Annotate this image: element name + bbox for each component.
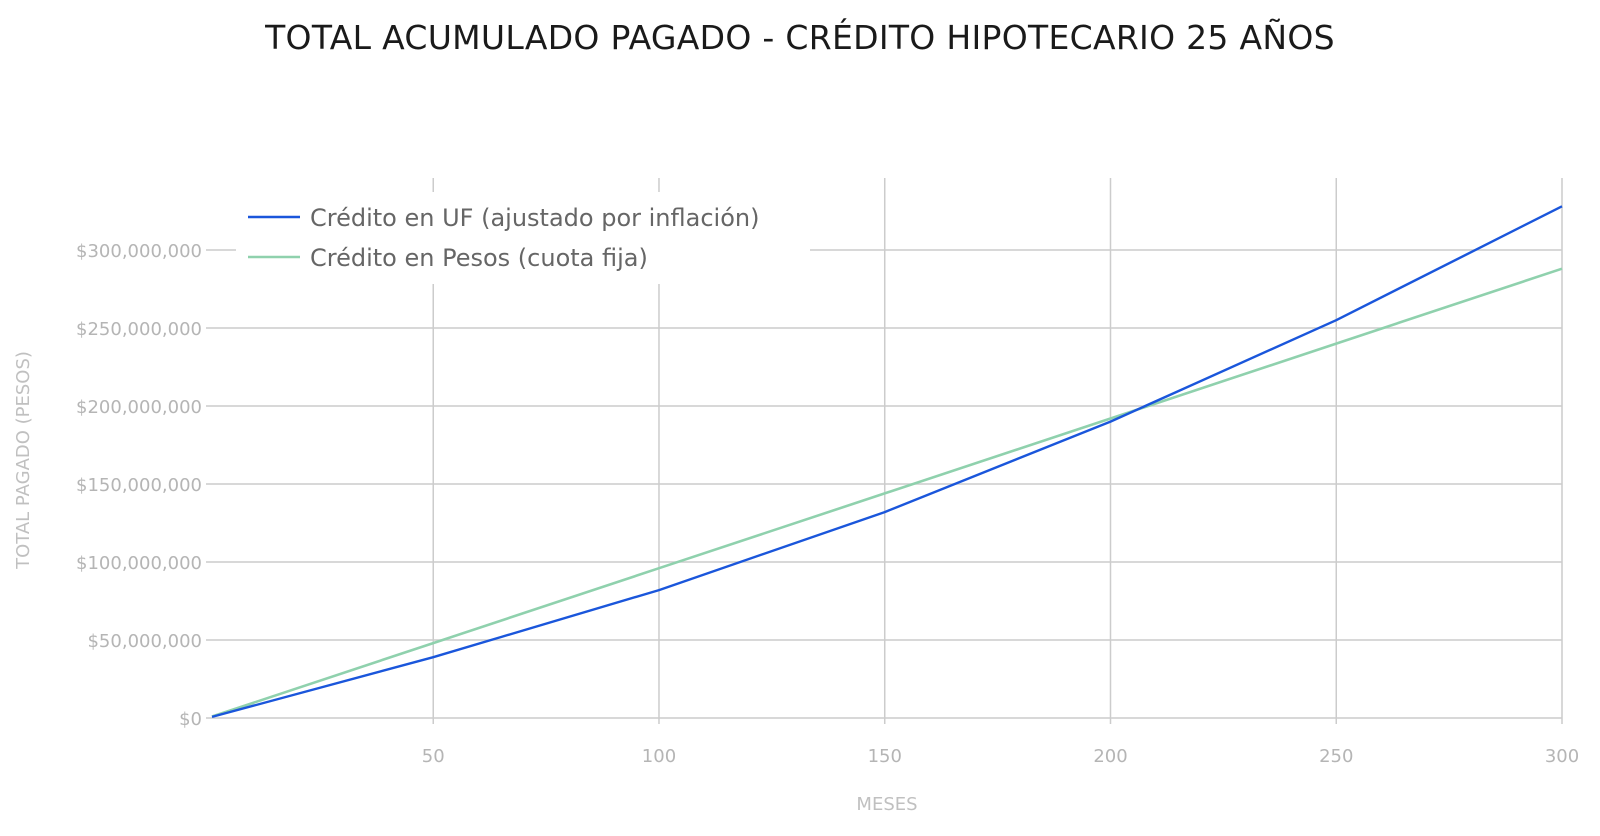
x-axis-title: MESES xyxy=(856,794,917,815)
y-tick-label: $200,000,000 xyxy=(76,397,202,418)
legend: Crédito en UF (ajustado por inflación) Cr… xyxy=(236,192,810,284)
x-tick-label: 300 xyxy=(1545,746,1579,767)
x-tick-label: 50 xyxy=(422,746,445,767)
legend-background xyxy=(236,192,810,284)
legend-label: Crédito en UF (ajustado por inflación) xyxy=(310,204,759,232)
x-tick-label: 150 xyxy=(868,746,902,767)
legend-label: Crédito en Pesos (cuota fija) xyxy=(310,244,648,272)
y-tick-label: $150,000,000 xyxy=(76,475,202,496)
x-tick-label: 100 xyxy=(642,746,676,767)
y-tick-label: $0 xyxy=(179,709,202,730)
y-tick-labels: $0 $50,000,000 $100,000,000 $150,000,000 $20… xyxy=(76,241,202,730)
y-tick-label: $100,000,000 xyxy=(76,553,202,574)
series-layer xyxy=(211,205,1563,719)
series-line xyxy=(211,267,1563,718)
x-tick-labels: 50 100 150 200 250 300 xyxy=(422,746,1579,767)
y-tick-label: $50,000,000 xyxy=(87,631,202,652)
y-tick-label: $250,000,000 xyxy=(76,319,202,340)
y-axis-title: TOTAL PAGADO (PESOS) xyxy=(13,351,34,570)
y-tick-label: $300,000,000 xyxy=(76,241,202,262)
x-tick-label: 200 xyxy=(1093,746,1127,767)
series-line xyxy=(211,205,1563,719)
x-tick-label: 250 xyxy=(1319,746,1353,767)
chart-title: TOTAL ACUMULADO PAGADO - CRÉDITO HIPOTEC… xyxy=(265,18,1335,57)
